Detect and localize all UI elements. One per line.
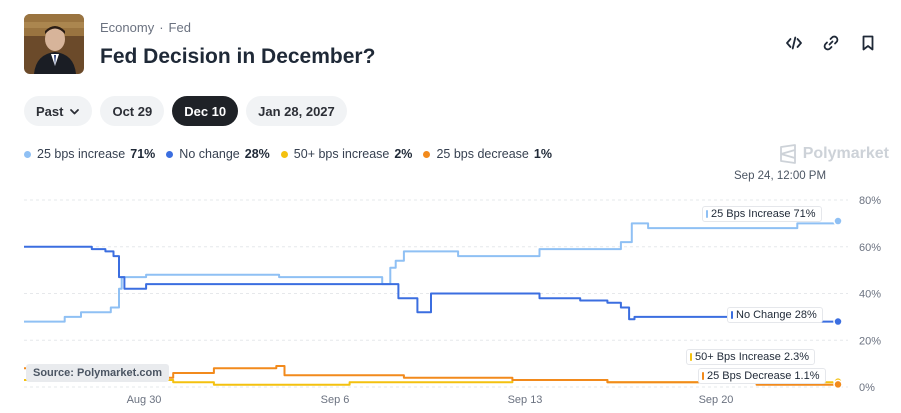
y-axis-labels: 80% 60% 40% 20% 0% (859, 195, 881, 394)
chart-series (24, 216, 843, 390)
y-tick-label: 60% (859, 242, 881, 254)
series-color-bar (731, 311, 733, 319)
series-end-label: No Change 28% (727, 307, 823, 323)
chevron-down-icon (70, 108, 80, 114)
chart-legend: 25 bps increase 71% No change 28% 50+ bp… (24, 147, 552, 161)
chart-grid (24, 199, 848, 388)
legend-dot (24, 150, 31, 158)
source-label: Source: Polymarket.com (26, 364, 169, 382)
x-tick-label: Sep 13 (508, 394, 543, 406)
series-end-label: 25 Bps Decrease 1.1% (698, 368, 826, 384)
breadcrumb-economy[interactable]: Economy (100, 20, 155, 35)
breadcrumb-fed[interactable]: Fed (168, 20, 191, 35)
legend-pct: 2% (394, 147, 413, 161)
probability-chart[interactable]: 80% 60% 40% 20% 0% Aug 30 Sep 6 Sep 13 Sep 20 (0, 186, 901, 413)
legend-item: 50+ bps increase 2% (280, 147, 413, 161)
x-axis-labels: Aug 30 Sep 6 Sep 13 Sep 20 (127, 394, 734, 406)
series-end-dot (833, 316, 843, 327)
legend-pct: 71% (130, 147, 156, 161)
series-line (24, 221, 839, 323)
breadcrumb: Economy · Fed (100, 20, 191, 35)
legend-item: 25 bps increase 71% (24, 147, 155, 161)
series-end-dot (833, 216, 843, 226)
legend-pct: 28% (244, 147, 270, 161)
date-chip-active[interactable]: Dec 10 (172, 96, 239, 126)
series-end-label-text: No Change 28% (736, 309, 817, 321)
series-end-label-text: 25 Bps Decrease 1.1% (707, 370, 820, 382)
y-tick-label: 80% (859, 195, 881, 207)
brand-name: Polymarket (802, 145, 889, 162)
breadcrumb-separator: · (159, 20, 164, 35)
date-filter-bar: Past Oct 29 Dec 10 Jan 28, 2027 (24, 96, 347, 126)
x-tick-label: Aug 30 (127, 394, 162, 406)
y-tick-label: 40% (859, 289, 881, 301)
legend-pct: 1% (533, 147, 552, 161)
legend-dot (280, 150, 288, 158)
legend-label: No change (179, 147, 240, 161)
market-header: Economy · Fed Fed Decision in December? (24, 14, 877, 74)
market-thumbnail (24, 14, 84, 74)
y-tick-label: 20% (859, 335, 881, 347)
series-end-dot (833, 379, 843, 390)
header-actions (785, 34, 877, 52)
legend-item: 25 bps decrease 1% (423, 147, 552, 161)
series-end-label-text: 50+ Bps Increase 2.3% (695, 351, 810, 363)
past-dropdown-label: Past (36, 103, 64, 119)
legend-label: 25 bps increase (37, 147, 126, 161)
legend-item: No change 28% (166, 147, 270, 161)
series-color-bar (690, 353, 692, 361)
page-title: Fed Decision in December? (100, 45, 376, 68)
series-color-bar (706, 210, 708, 218)
series-end-label: 25 Bps Increase 71% (702, 206, 822, 222)
hover-timestamp: Sep 24, 12:00 PM (734, 170, 827, 182)
x-tick-label: Sep 20 (699, 394, 734, 406)
polymarket-logo-icon (779, 144, 796, 164)
legend-dot (166, 150, 174, 158)
legend-label: 25 bps decrease (436, 147, 529, 161)
polymarket-watermark: Polymarket (779, 144, 889, 164)
series-end-label: 50+ Bps Increase 2.3% (686, 349, 816, 365)
date-chip[interactable]: Jan 28, 2027 (246, 96, 347, 126)
legend-dot (423, 150, 431, 158)
embed-code-icon[interactable] (785, 34, 803, 52)
series-line (24, 245, 838, 323)
copy-link-icon[interactable] (822, 34, 840, 52)
series-end-label-text: 25 Bps Increase 71% (711, 208, 816, 220)
date-chip[interactable]: Oct 29 (100, 96, 165, 126)
legend-label: 50+ bps increase (293, 147, 390, 161)
past-dropdown[interactable]: Past (24, 96, 93, 126)
bookmark-icon[interactable] (859, 34, 877, 52)
y-tick-label: 0% (859, 382, 875, 394)
x-tick-label: Sep 6 (321, 394, 350, 406)
series-color-bar (702, 372, 704, 380)
